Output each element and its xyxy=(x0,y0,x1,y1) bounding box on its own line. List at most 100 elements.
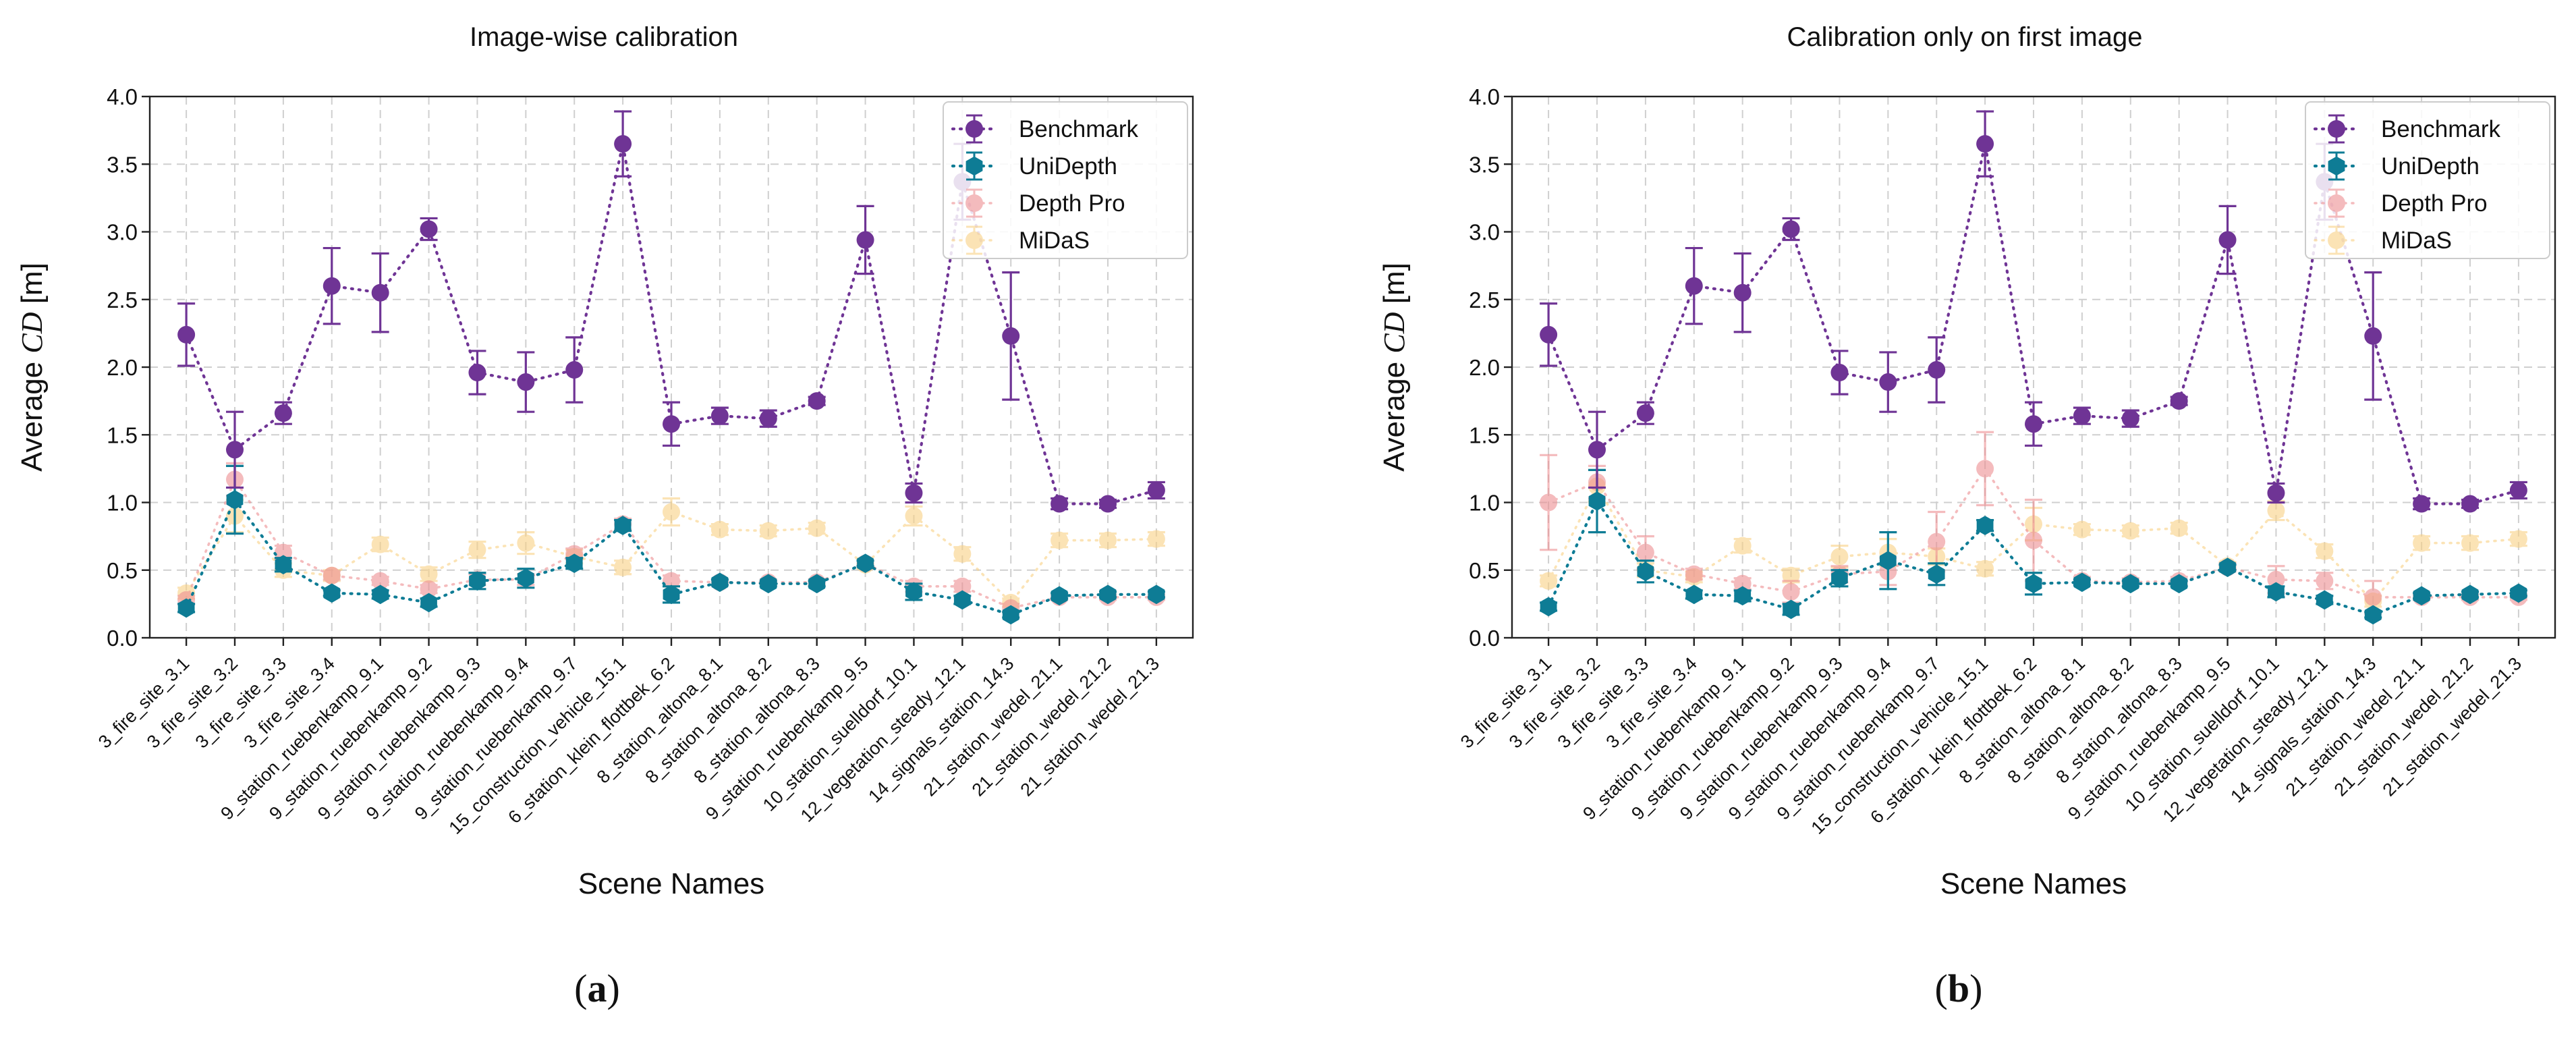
data-point-unidepth xyxy=(760,574,777,594)
y-tick-label: 1.5 xyxy=(107,422,138,447)
data-point-benchmark xyxy=(225,441,244,459)
legend-label: MiDaS xyxy=(1019,227,1090,254)
series-line-midas xyxy=(185,510,1158,605)
data-point-depthpro xyxy=(953,577,972,595)
data-point-unidepth xyxy=(565,553,583,573)
data-point-depthpro xyxy=(371,572,389,590)
y-tick-label: 4.0 xyxy=(107,84,138,109)
data-point-benchmark xyxy=(1002,327,1020,345)
data-point-depthpro xyxy=(1733,574,1752,593)
legend-entry-benchmark xyxy=(951,114,998,144)
data-point-unidepth xyxy=(663,584,680,605)
legend-entry-depthpro xyxy=(951,188,997,218)
data-point-unidepth xyxy=(2510,583,2527,603)
series-line-depthpro xyxy=(1547,466,2520,599)
data-point-benchmark xyxy=(614,135,632,153)
y-axis-label: Average CD [m] xyxy=(16,263,49,472)
legend-marker-unidepth xyxy=(965,156,983,176)
data-point-benchmark xyxy=(1540,325,1558,344)
data-point-benchmark xyxy=(2461,495,2480,513)
data-point-benchmark xyxy=(2267,484,2285,502)
legend-entry-unidepth xyxy=(951,151,998,181)
data-point-benchmark xyxy=(1733,283,1752,302)
data-point-midas xyxy=(468,541,486,559)
data-point-benchmark xyxy=(517,373,535,391)
y-tick-label: 0.5 xyxy=(107,558,138,583)
y-tick-label: 0.0 xyxy=(1469,626,1500,651)
data-point-unidepth xyxy=(1879,551,1897,570)
x-axis-label: Scene Names xyxy=(1940,867,2127,900)
y-tick-label: 2.0 xyxy=(1469,355,1500,380)
y-axis-label: Average CD [m] xyxy=(1378,263,1411,472)
legend-label: Benchmark xyxy=(2381,116,2501,142)
y-tick-label: 2.5 xyxy=(1469,288,1500,312)
data-point-midas xyxy=(2170,519,2188,537)
legend-marker-midas xyxy=(2328,231,2345,249)
data-point-benchmark xyxy=(1147,481,1165,499)
series-layer xyxy=(1540,110,2527,625)
data-point-benchmark xyxy=(1685,277,1703,295)
legend-label: Benchmark xyxy=(1019,116,1139,142)
legend: Benchmark UniDepth Depth Pro MiDaS xyxy=(943,101,1188,259)
y-tick-label: 0.5 xyxy=(1469,558,1500,583)
y-axis: 0.0 0.5 1.0 1.5 2.0 2.5 3.0 3.5 4.0 xyxy=(1469,84,1512,651)
data-point-benchmark xyxy=(1976,135,1994,153)
data-point-unidepth xyxy=(323,583,341,603)
y-tick-label: 3.0 xyxy=(107,220,138,245)
legend-entry-benchmark xyxy=(2313,114,2360,144)
data-point-depthpro xyxy=(1540,493,1558,512)
legend-marker-depthpro xyxy=(2328,194,2345,212)
data-point-benchmark xyxy=(420,220,438,238)
legend-label: UniDepth xyxy=(2381,153,2480,180)
y-tick-label: 2.0 xyxy=(107,355,138,380)
data-point-unidepth xyxy=(2268,582,2285,602)
legend: Benchmark UniDepth Depth Pro MiDaS xyxy=(2305,101,2550,259)
data-point-unidepth xyxy=(1783,599,1799,620)
data-point-benchmark xyxy=(1636,404,1654,422)
data-point-midas xyxy=(2267,501,2285,520)
data-point-unidepth xyxy=(469,571,486,591)
data-point-unidepth xyxy=(2025,574,2042,594)
legend-marker-depthpro xyxy=(965,194,983,212)
data-point-unidepth xyxy=(1148,584,1165,605)
data-point-unidepth xyxy=(2219,557,2236,577)
caption-a: (a) xyxy=(574,966,620,1010)
data-point-midas xyxy=(1830,547,1849,566)
data-point-benchmark xyxy=(2025,415,2042,433)
data-point-depthpro xyxy=(1636,543,1654,562)
chart-title: Calibration only on first image xyxy=(1787,22,2143,52)
data-point-depthpro xyxy=(1685,565,1703,583)
data-point-unidepth xyxy=(420,593,437,613)
legend-entry-midas xyxy=(951,225,997,255)
data-point-depthpro xyxy=(1976,460,1994,478)
data-point-midas xyxy=(808,519,826,537)
y-tick-label: 4.0 xyxy=(1469,84,1500,109)
data-point-benchmark xyxy=(2121,410,2139,428)
series-benchmark xyxy=(1540,110,2527,513)
y-tick-label: 3.0 xyxy=(1469,220,1500,245)
data-point-unidepth xyxy=(2073,572,2091,593)
chart-title: Image-wise calibration xyxy=(470,22,738,52)
data-point-depthpro xyxy=(323,566,341,584)
y-tick-label: 1.0 xyxy=(107,491,138,516)
legend-marker-midas xyxy=(965,231,983,249)
data-point-midas xyxy=(953,545,972,563)
data-point-benchmark xyxy=(663,415,680,433)
data-point-unidepth xyxy=(1588,491,1606,511)
data-point-unidepth xyxy=(372,584,389,605)
legend-entry-unidepth xyxy=(2313,151,2360,181)
data-point-unidepth xyxy=(2364,605,2382,625)
data-point-benchmark xyxy=(2170,392,2188,410)
data-point-benchmark xyxy=(2413,495,2431,513)
caption-b: (b) xyxy=(1935,966,1983,1010)
data-point-unidepth xyxy=(226,490,244,510)
data-point-midas xyxy=(710,520,729,539)
data-point-unidepth xyxy=(1002,605,1019,625)
series-layer xyxy=(177,110,1165,625)
data-point-benchmark xyxy=(2073,407,2091,425)
data-point-unidepth xyxy=(1928,564,1945,584)
data-point-benchmark xyxy=(1782,220,1800,238)
data-point-unidepth xyxy=(905,582,922,602)
y-tick-label: 1.5 xyxy=(1469,422,1500,447)
